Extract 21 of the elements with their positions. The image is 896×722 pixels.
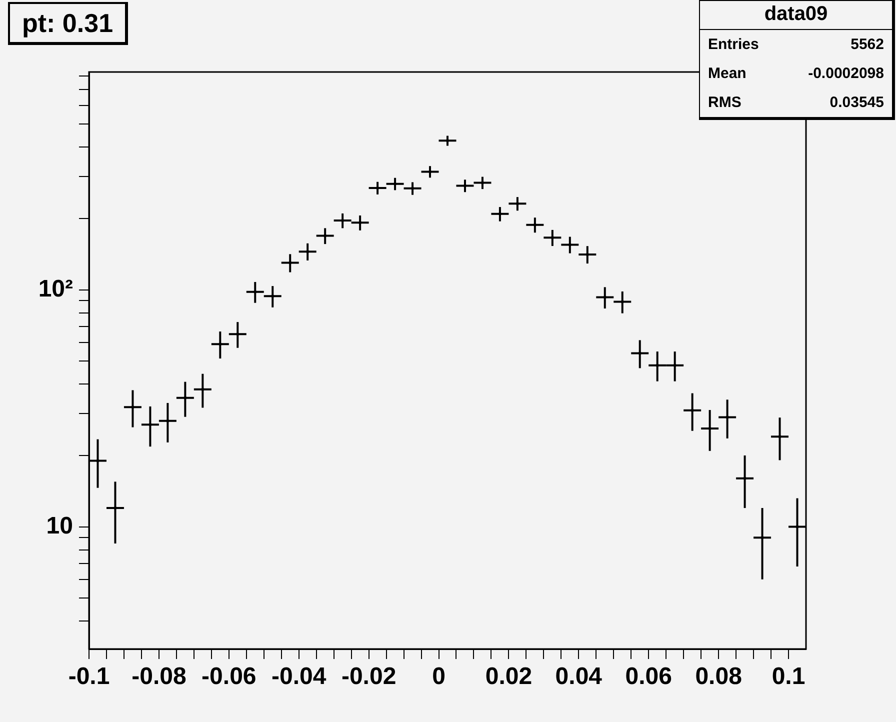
text: data09 (700, 1, 892, 30)
annotation: RMS (708, 93, 742, 113)
x-tick-label: 0 (432, 663, 446, 690)
x-tick-label: -0.1 (68, 663, 110, 690)
x-tick-label: 0.08 (695, 663, 742, 690)
annotation: Mean (708, 64, 746, 84)
x-tick-label: 0.02 (485, 663, 532, 690)
x-tick-label: -0.08 (132, 663, 186, 690)
text: 5562 (850, 35, 884, 55)
x-tick-label: -0.02 (341, 663, 396, 690)
x-tick-label: -0.06 (202, 663, 256, 690)
chart-title: pt: 0.31 (8, 2, 128, 45)
x-tick-label: 0.1 (772, 663, 806, 690)
y-tick-label: 10² (38, 275, 74, 302)
x-tick-label: -0.04 (272, 663, 327, 690)
text: 0.03545 (830, 93, 884, 113)
x-tick-label: 0.04 (555, 663, 603, 690)
y-tick-label: 10 (46, 512, 73, 540)
text: Entries (708, 35, 759, 55)
text: -0.0002098 (808, 64, 884, 84)
x-tick-label: 0.06 (625, 663, 672, 690)
